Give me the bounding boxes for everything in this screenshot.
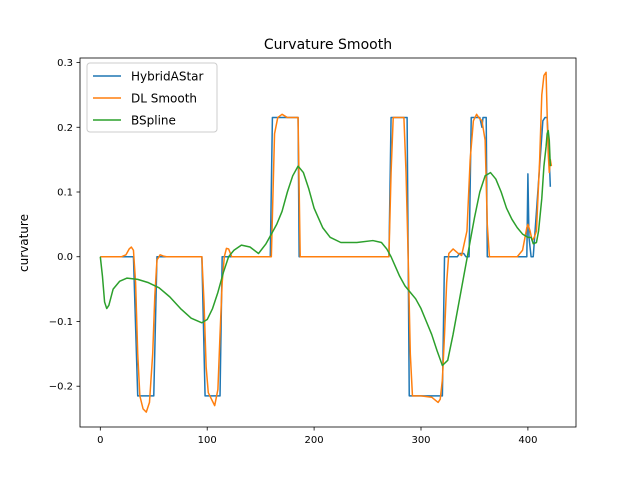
legend-label: HybridAStar — [131, 70, 204, 84]
y-axis-label: curvature — [17, 214, 31, 272]
y-tick-label: −0.1 — [49, 317, 73, 328]
x-tick-label: 200 — [305, 435, 324, 446]
x-tick-label: 0 — [97, 435, 103, 446]
legend-box — [86, 62, 218, 133]
chart-title: Curvature Smooth — [264, 37, 392, 53]
plot-frame — [79, 57, 577, 428]
plot-area — [79, 57, 577, 428]
x-tick-label: 300 — [411, 435, 430, 446]
x-tick-label: 100 — [198, 435, 217, 446]
legend-label: DL Smooth — [131, 92, 197, 106]
legend: HybridAStar DL Smooth BSpline — [86, 62, 218, 133]
legend-label: BSpline — [131, 114, 176, 128]
y-tick-label: 0.0 — [57, 252, 73, 263]
x-tick-label: 400 — [518, 435, 537, 446]
y-tick-label: −0.2 — [49, 382, 73, 393]
series-line-bspline — [99, 129, 552, 367]
y-tick-label: 0.1 — [57, 188, 73, 199]
y-tick-label: 0.2 — [57, 123, 73, 134]
series-line-dl-smooth — [100, 71, 553, 413]
y-tick-label: 0.3 — [57, 58, 73, 69]
axis-ticks: 0 100 200 300 400 −0.2 −0.1 0.0 0.1 0.2 0.3 — [49, 58, 538, 446]
